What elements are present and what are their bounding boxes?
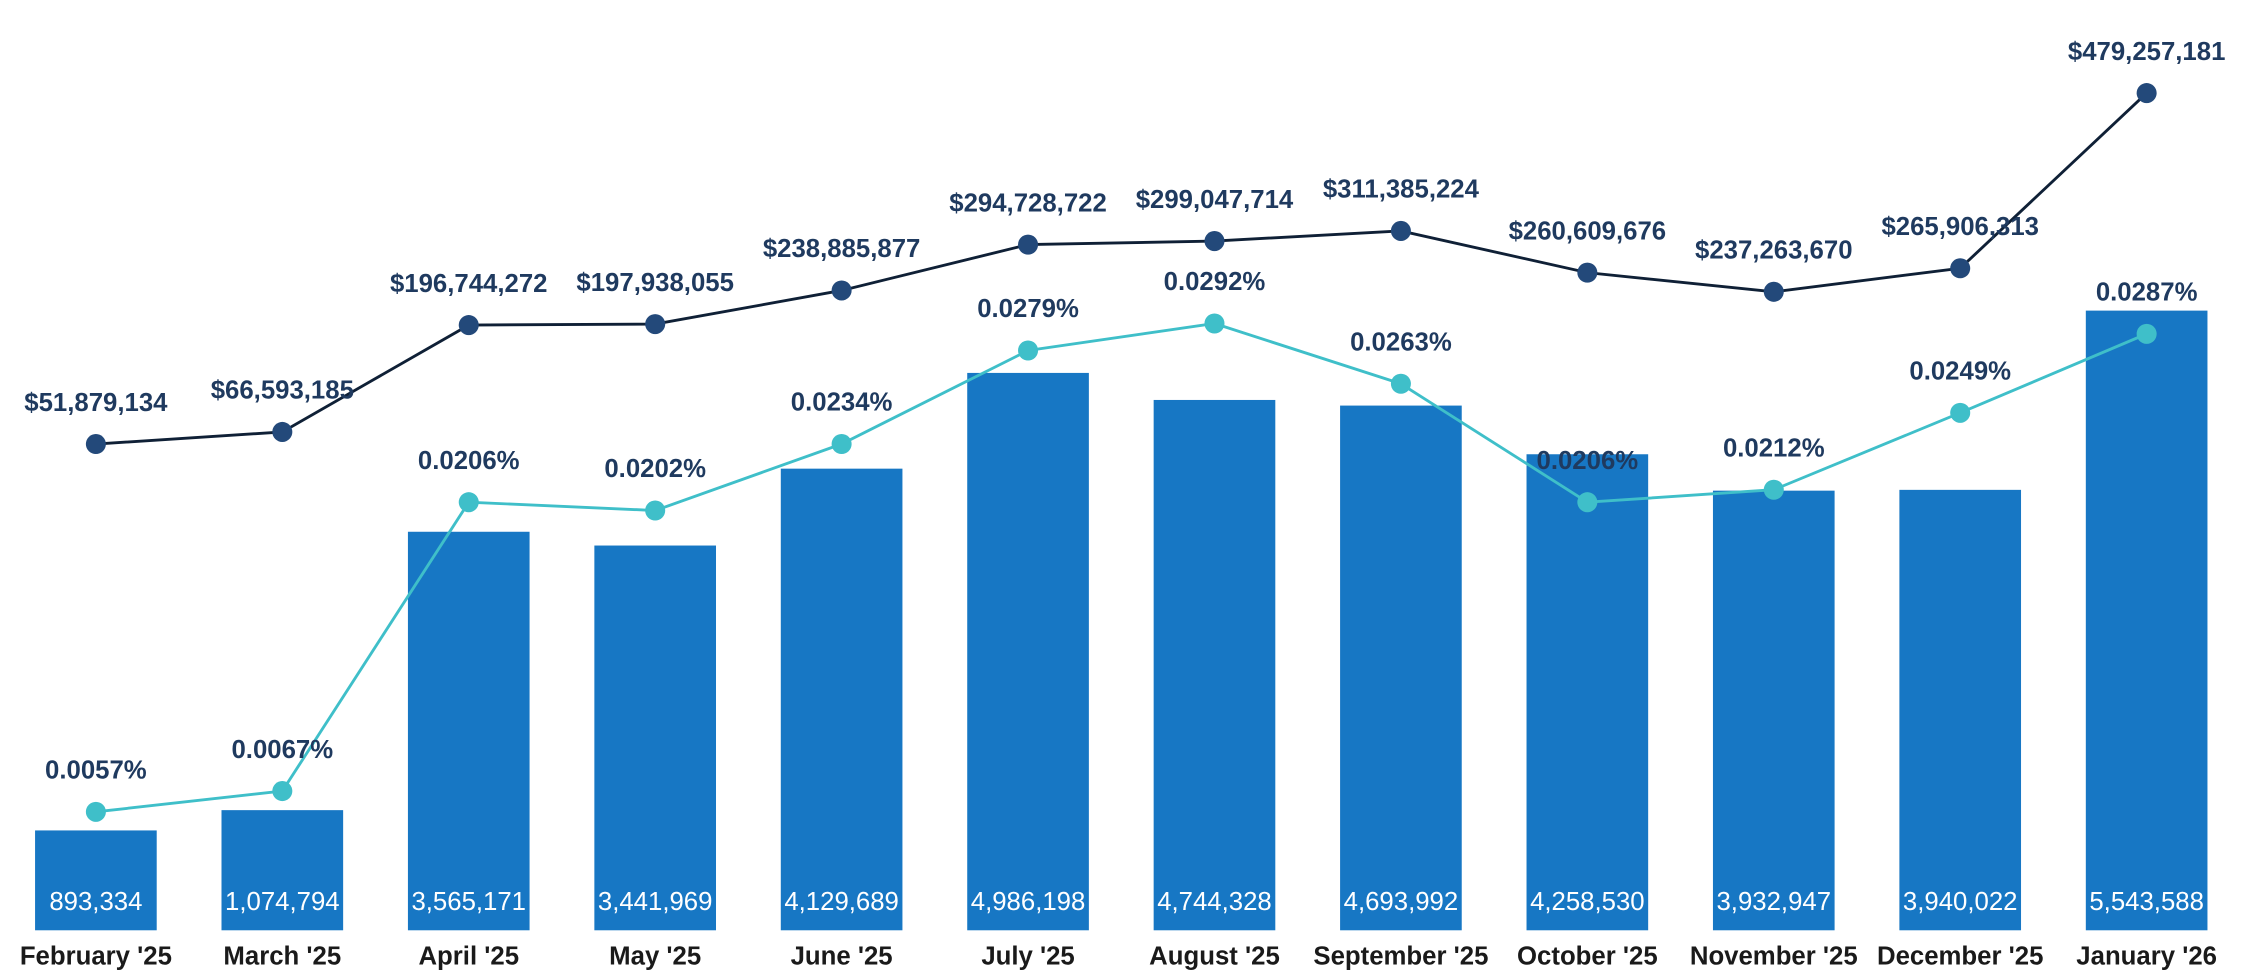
x-tick-label: July '25	[981, 942, 1074, 970]
line-marker	[272, 421, 293, 442]
line-value-label: $196,744,272	[390, 270, 548, 298]
line-value-label: 0.0212%	[1723, 434, 1825, 462]
line-marker	[831, 433, 852, 455]
line-marker	[1763, 479, 1784, 500]
line-marker	[645, 314, 666, 335]
bar	[1526, 454, 1649, 931]
bar-value-label: 3,932,947	[1716, 888, 1831, 916]
line-value-label: 0.0057%	[45, 757, 147, 785]
line-marker	[85, 434, 106, 455]
line-marker	[831, 280, 852, 301]
bar-value-label: 4,258,530	[1530, 888, 1645, 916]
x-tick-label: June '25	[791, 942, 893, 970]
bar	[780, 468, 903, 931]
bar-value-label: 4,129,689	[784, 888, 899, 916]
line-value-label: 0.0292%	[1164, 268, 1266, 296]
line-value-label: $260,609,676	[1509, 217, 1667, 245]
line-marker	[1204, 313, 1225, 334]
line-value-label: $197,938,055	[576, 269, 734, 297]
x-tick-label: August '25	[1149, 942, 1280, 970]
line-marker	[272, 781, 293, 802]
line-value-label: 0.0249%	[1909, 358, 2011, 386]
bar	[2085, 310, 2208, 931]
bar-value-label: 4,986,198	[971, 888, 1086, 916]
line	[95, 92, 2148, 446]
bar	[1712, 490, 1835, 931]
line-value-label: $238,885,877	[763, 235, 921, 263]
x-tick-label: November '25	[1690, 942, 1858, 970]
line-marker	[1204, 231, 1225, 252]
x-tick-label: October '25	[1517, 942, 1658, 970]
bar	[407, 531, 530, 931]
line-value-label: $311,385,224	[1323, 176, 1480, 204]
bar	[967, 372, 1089, 931]
line-marker	[1577, 492, 1598, 513]
line-value-label: 0.0067%	[231, 736, 333, 764]
bar-value-label: 1,074,794	[225, 888, 340, 916]
bar-value-label: 4,693,992	[1344, 888, 1459, 916]
x-tick-label: December '25	[1877, 942, 2043, 970]
bar	[1340, 405, 1462, 931]
line-marker	[458, 492, 479, 513]
bar-value-label: 5,543,588	[2089, 888, 2204, 916]
line-marker	[1390, 373, 1411, 394]
line-marker	[85, 801, 106, 822]
bar-value-label: 893,334	[49, 888, 142, 916]
bar	[35, 830, 157, 931]
line-value-label: 0.0234%	[791, 389, 893, 417]
line-value-label: $299,047,714	[1136, 186, 1294, 214]
line-value-label: $51,879,134	[24, 389, 168, 417]
line-value-label: 0.0287%	[2096, 279, 2198, 307]
line-marker	[2136, 83, 2157, 104]
line-marker	[1950, 402, 1971, 423]
bar	[594, 545, 717, 931]
x-tick-label: February '25	[20, 942, 172, 970]
bar	[221, 810, 344, 931]
bar	[1899, 489, 2022, 931]
x-tick-label: January '26	[2076, 942, 2217, 970]
line-value-label: $66,593,185	[211, 377, 354, 405]
bar-value-label: 4,744,328	[1157, 888, 1272, 916]
line-marker	[1390, 220, 1411, 241]
line-marker	[1018, 234, 1039, 255]
line-value-label: $479,257,181	[2068, 38, 2226, 66]
line-marker	[458, 315, 479, 336]
line	[95, 322, 2148, 814]
line-value-label: 0.0206%	[1537, 447, 1639, 475]
line-marker	[1018, 340, 1039, 361]
x-tick-label: September '25	[1313, 942, 1488, 970]
bar-value-label: 3,441,969	[598, 888, 713, 916]
line-marker	[2136, 323, 2157, 344]
line-marker	[645, 500, 666, 521]
bar	[1153, 399, 1276, 931]
bar-value-label: 3,565,171	[411, 888, 526, 916]
x-tick-label: March '25	[223, 942, 341, 970]
line-value-label: 0.0263%	[1350, 328, 1452, 356]
line-marker	[1950, 258, 1971, 279]
line-value-label: 0.0279%	[977, 295, 1079, 323]
line-value-label: $265,906,313	[1881, 213, 2039, 241]
line-value-label: 0.0202%	[604, 455, 706, 483]
line-value-label: $237,263,670	[1695, 237, 1853, 265]
bar-value-label: 3,940,022	[1903, 888, 2018, 916]
line-marker	[1577, 262, 1598, 283]
line-value-label: $294,728,722	[949, 189, 1107, 217]
x-tick-label: May '25	[609, 942, 701, 970]
x-tick-label: April '25	[418, 942, 519, 970]
line-value-label: 0.0206%	[418, 447, 520, 475]
line-marker	[1763, 281, 1784, 302]
